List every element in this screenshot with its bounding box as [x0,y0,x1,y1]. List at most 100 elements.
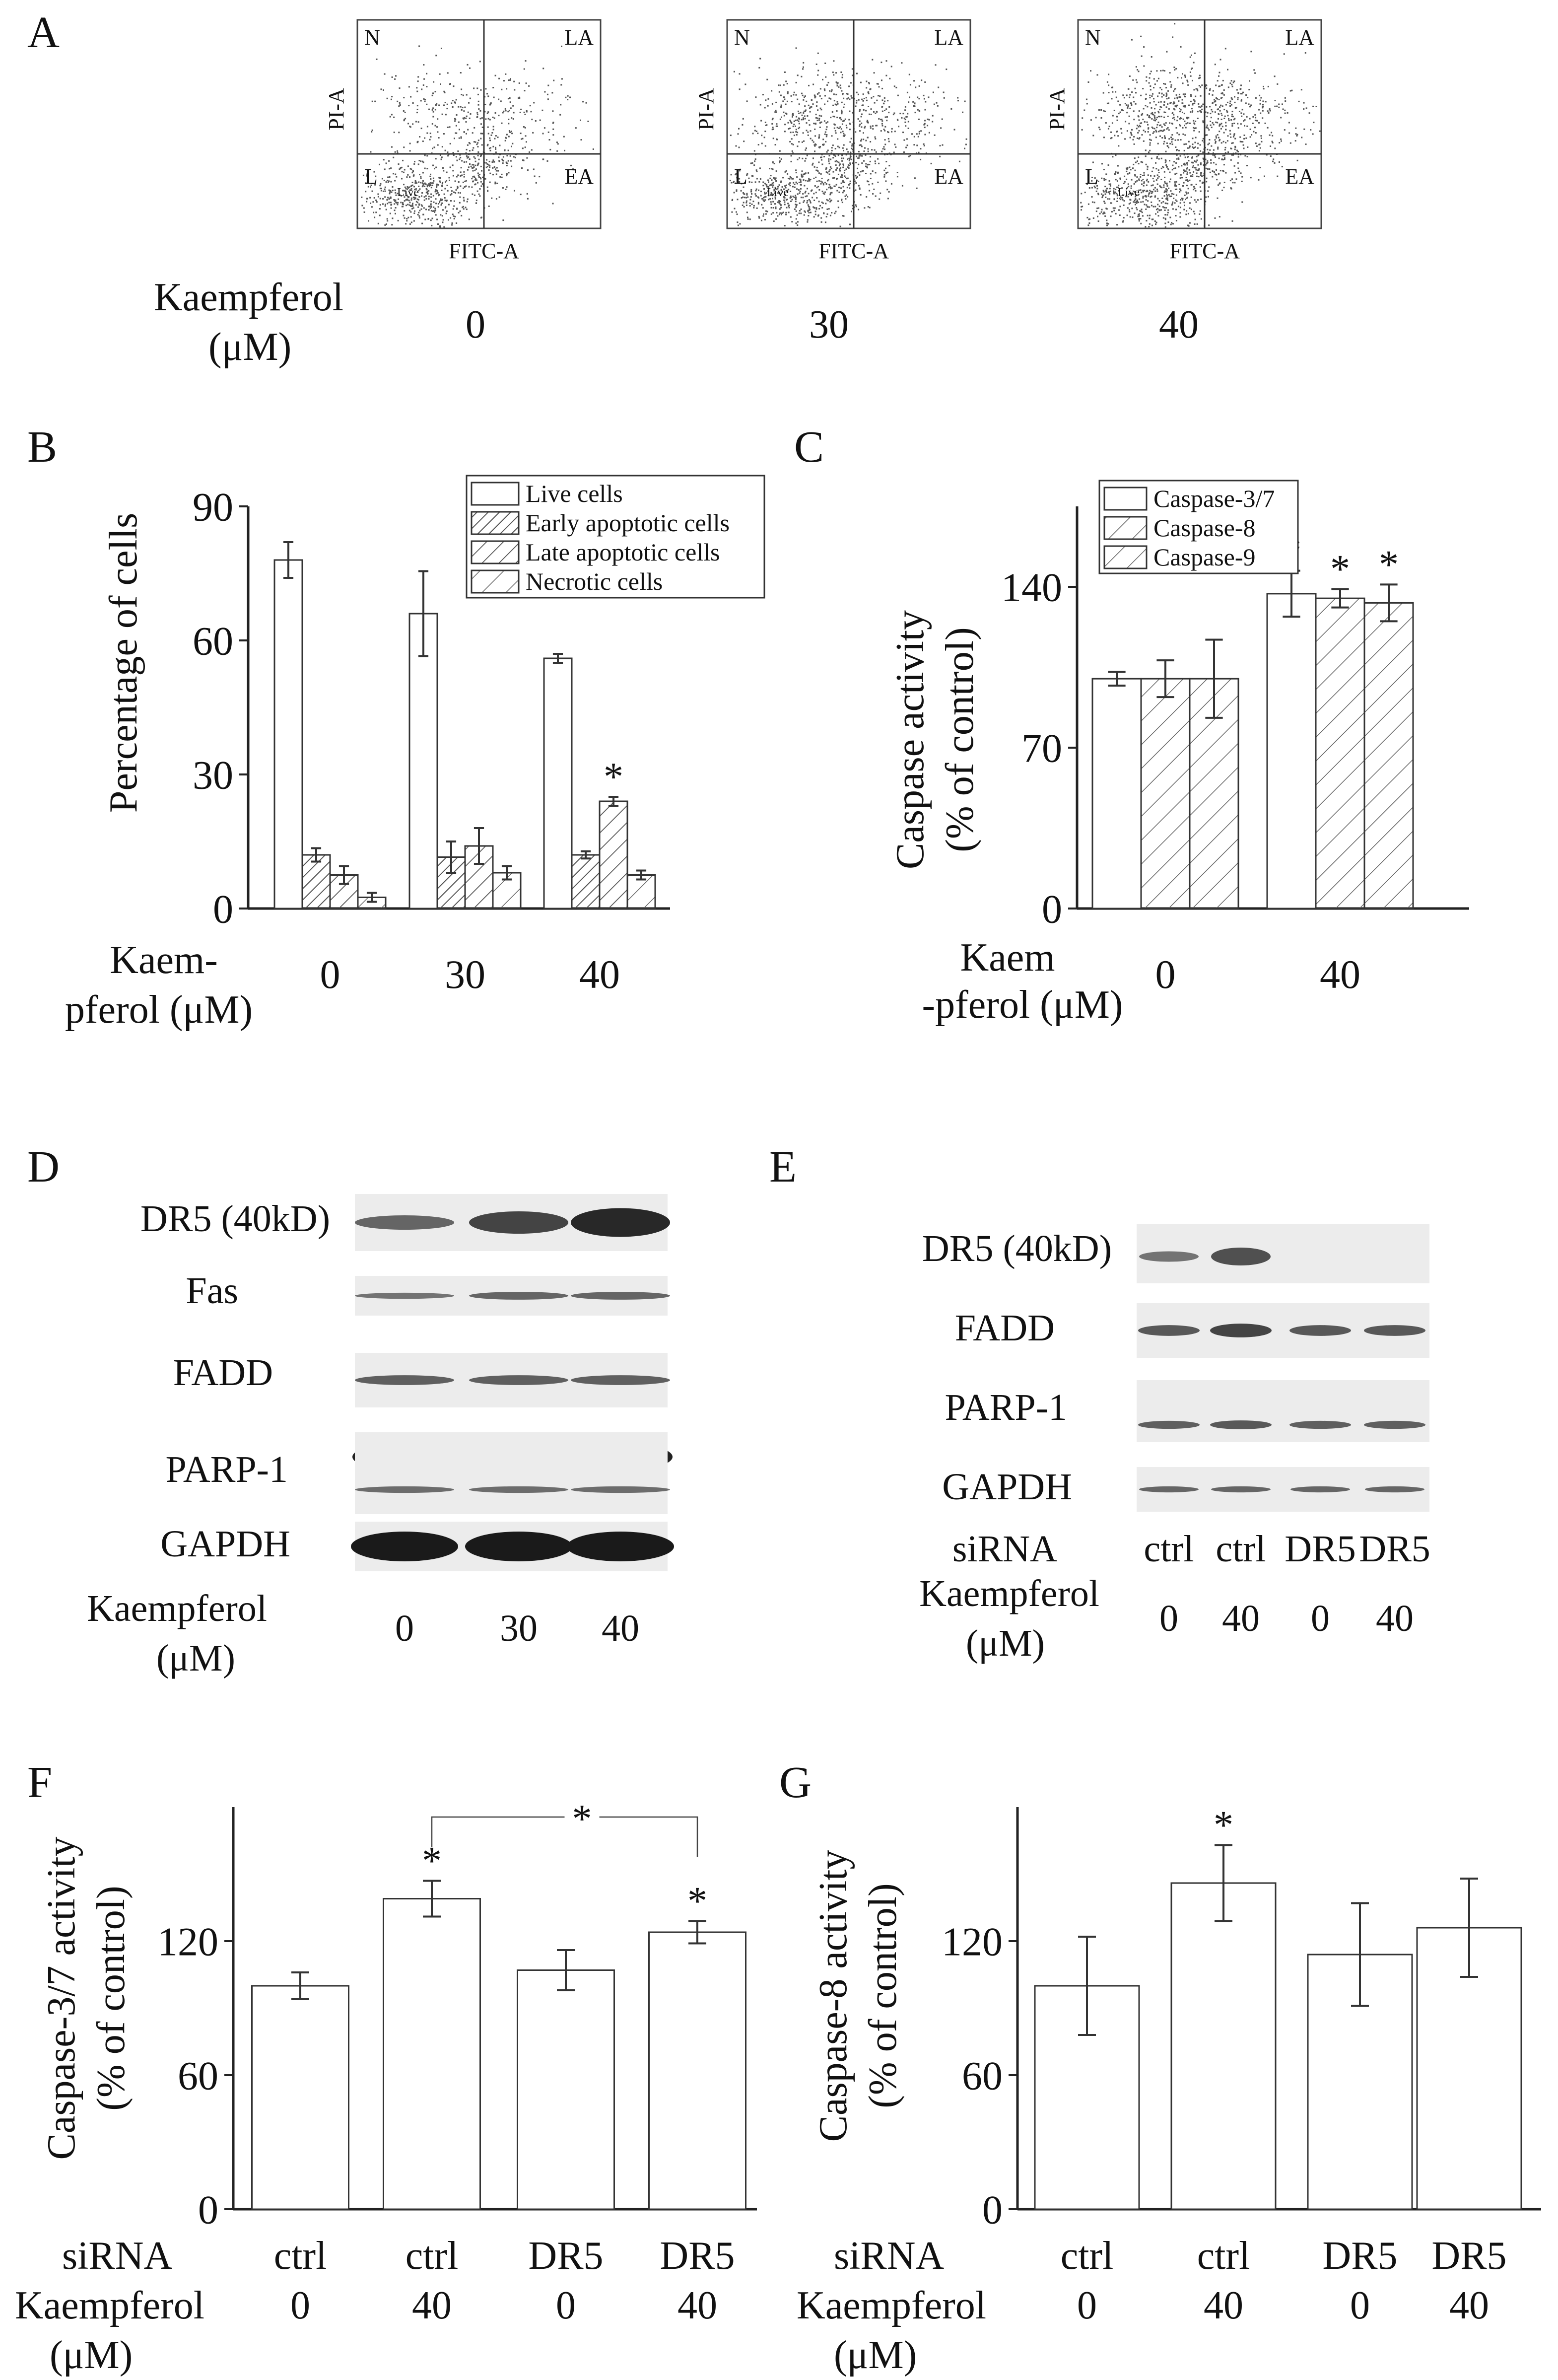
event-dot [1212,102,1214,104]
event-dot [399,87,401,89]
event-dot [843,144,845,146]
event-dot [1164,70,1165,72]
event-dot [841,90,843,92]
event-dot [1163,140,1165,142]
event-dot [1106,192,1108,194]
event-dot [518,82,520,84]
event-dot [1249,106,1251,108]
event-dot [826,209,828,210]
event-dot [1191,184,1193,186]
event-dot [836,101,838,103]
event-dot [786,113,788,115]
event-dot [1189,56,1191,58]
event-dot [1269,134,1271,136]
event-dot [1118,209,1120,211]
event-dot [875,162,877,164]
event-dot [870,173,872,175]
event-dot [1147,206,1149,208]
event-dot [1165,95,1167,97]
event-dot [527,169,529,171]
event-dot [1218,184,1219,186]
event-dot [1129,94,1131,96]
event-dot [1128,203,1130,205]
event-dot [1144,204,1146,206]
panel-letter-a: A [27,8,60,57]
event-dot [751,181,753,183]
event-dot [816,120,818,122]
event-dot [1158,131,1160,133]
event-dot [1114,135,1116,137]
event-dot [773,190,775,192]
event-dot [484,104,486,105]
event-dot [754,126,756,128]
event-dot [454,180,456,182]
event-dot [1137,125,1138,127]
event-dot [475,179,477,181]
event-dot [842,180,844,182]
event-dot [868,82,870,84]
event-dot [811,99,813,101]
event-dot [746,211,748,213]
event-dot [1193,89,1195,91]
event-dot [833,154,834,156]
event-dot [410,216,412,218]
event-dot [1186,171,1188,173]
event-dot [771,119,773,121]
event-dot [808,211,810,213]
event-dot [805,110,807,112]
event-dot [406,186,408,188]
event-dot [1187,224,1189,226]
event-dot [1165,164,1167,166]
event-dot [454,138,455,140]
flow-dose-30: 30 [809,303,849,347]
event-dot [830,200,832,202]
event-dot [1182,118,1184,120]
event-dot [373,211,375,213]
event-dot [1126,178,1128,180]
blot-band [1290,1486,1350,1493]
event-dot [1162,166,1164,168]
event-dot [488,147,490,149]
event-dot [1104,110,1106,112]
event-dot [432,107,434,109]
event-dot [855,204,857,206]
event-dot [467,198,469,200]
event-dot [1183,163,1185,165]
bar [1315,597,1365,910]
event-dot [1224,146,1226,148]
event-dot [485,162,487,164]
blot-e-sirna: ctrl [1144,1528,1194,1570]
event-dot [510,160,512,162]
event-dot [1164,210,1166,211]
event-dot [871,97,873,99]
event-dot [787,92,789,94]
event-dot [743,193,745,195]
event-dot [793,182,795,184]
event-dot [879,198,881,200]
event-dot [913,136,915,138]
event-dot [405,199,407,201]
event-dot [1258,150,1260,152]
event-dot [1110,202,1112,204]
event-dot [1175,209,1177,210]
event-dot [1246,125,1248,127]
event-dot [1147,190,1149,192]
event-dot [520,108,522,110]
event-dot [1103,201,1105,203]
event-dot [479,61,481,63]
event-dot [523,68,525,70]
event-dot [1162,130,1164,132]
event-dot [1245,94,1247,96]
event-dot [1113,210,1115,211]
event-dot [875,112,877,114]
event-dot [428,196,430,198]
significance-star: * [1379,543,1399,586]
event-dot [525,82,527,84]
event-dot [1169,81,1171,83]
y-tick-label: 140 [1001,565,1062,610]
event-dot [448,204,450,206]
event-dot [487,118,489,120]
event-dot [876,99,878,101]
event-dot [412,197,414,199]
event-dot [480,185,482,187]
